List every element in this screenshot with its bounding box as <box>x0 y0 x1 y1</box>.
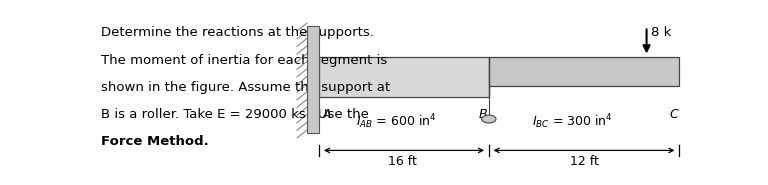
Text: shown in the figure. Assume the support at: shown in the figure. Assume the support … <box>101 81 390 94</box>
Text: C: C <box>670 108 679 121</box>
Bar <box>319 57 489 97</box>
Text: 16 ft: 16 ft <box>388 155 417 168</box>
Text: B: B <box>478 108 487 121</box>
Bar <box>307 26 319 133</box>
Text: 8 k: 8 k <box>650 26 671 39</box>
Text: B is a roller. Take E = 29000 ksi. Use the: B is a roller. Take E = 29000 ksi. Use t… <box>101 108 369 121</box>
Bar <box>489 57 680 86</box>
Text: $I_{BC}$ = 300 in$^4$: $I_{BC}$ = 300 in$^4$ <box>531 112 613 131</box>
Text: $I_{AB}$ = 600 in$^4$: $I_{AB}$ = 600 in$^4$ <box>356 112 437 131</box>
Text: 12 ft: 12 ft <box>570 155 598 168</box>
Text: Determine the reactions at the supports.: Determine the reactions at the supports. <box>101 26 374 39</box>
Text: Force Method.: Force Method. <box>101 135 208 148</box>
Text: The moment of inertia for each segment is: The moment of inertia for each segment i… <box>101 53 387 67</box>
Text: A: A <box>323 108 331 121</box>
Ellipse shape <box>482 115 496 123</box>
